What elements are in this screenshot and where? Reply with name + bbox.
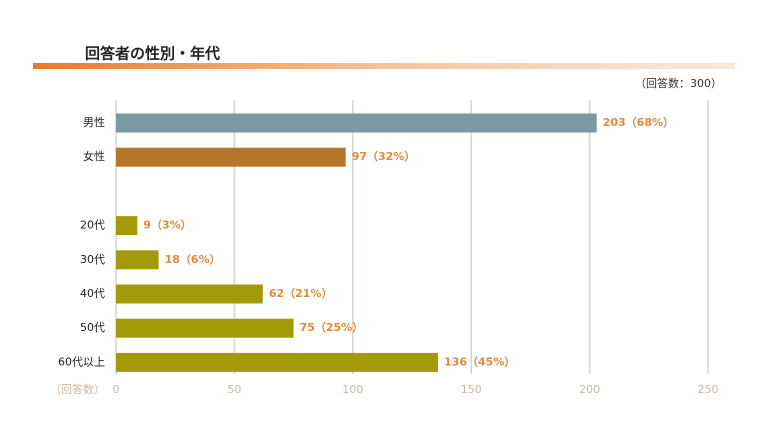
x-tick-label: 150: [461, 383, 482, 396]
x-tick-label: 100: [342, 383, 363, 396]
value-label: 136（45%）: [444, 355, 515, 368]
x-tick-label: 250: [698, 383, 719, 396]
y-tick-label: 50代: [80, 321, 105, 334]
y-tick-label: 40代: [80, 287, 105, 300]
y-tick-label: 60代以上: [58, 355, 105, 368]
title-rule: [33, 63, 735, 69]
x-tick-label: 0: [113, 383, 120, 396]
y-tick-label: 女性: [83, 149, 105, 163]
value-label: 203（68%）: [603, 116, 674, 129]
bar: [116, 147, 346, 167]
y-tick-label: 30代: [80, 253, 105, 266]
value-label: 62（21%）: [269, 287, 333, 300]
bar: [116, 250, 159, 270]
chart-subtitle: （回答数：300）: [635, 76, 722, 90]
x-tick-label: 200: [579, 383, 600, 396]
x-tick-label: 50: [227, 383, 241, 396]
chart-title: 回答者の性別・年代: [85, 45, 220, 63]
value-label: 18（6%）: [165, 253, 221, 266]
value-label: 9（3%）: [143, 219, 191, 232]
x-axis-label: （回答数）: [50, 382, 105, 396]
y-tick-label: 男性: [83, 115, 105, 129]
value-label: 75（25%）: [300, 321, 364, 334]
bar: [116, 113, 597, 133]
bar: [116, 284, 263, 304]
bar: [116, 352, 439, 372]
bar: [116, 216, 138, 236]
y-tick-label: 20代: [80, 219, 105, 232]
bar: [116, 318, 294, 338]
value-label: 97（32%）: [352, 150, 416, 163]
